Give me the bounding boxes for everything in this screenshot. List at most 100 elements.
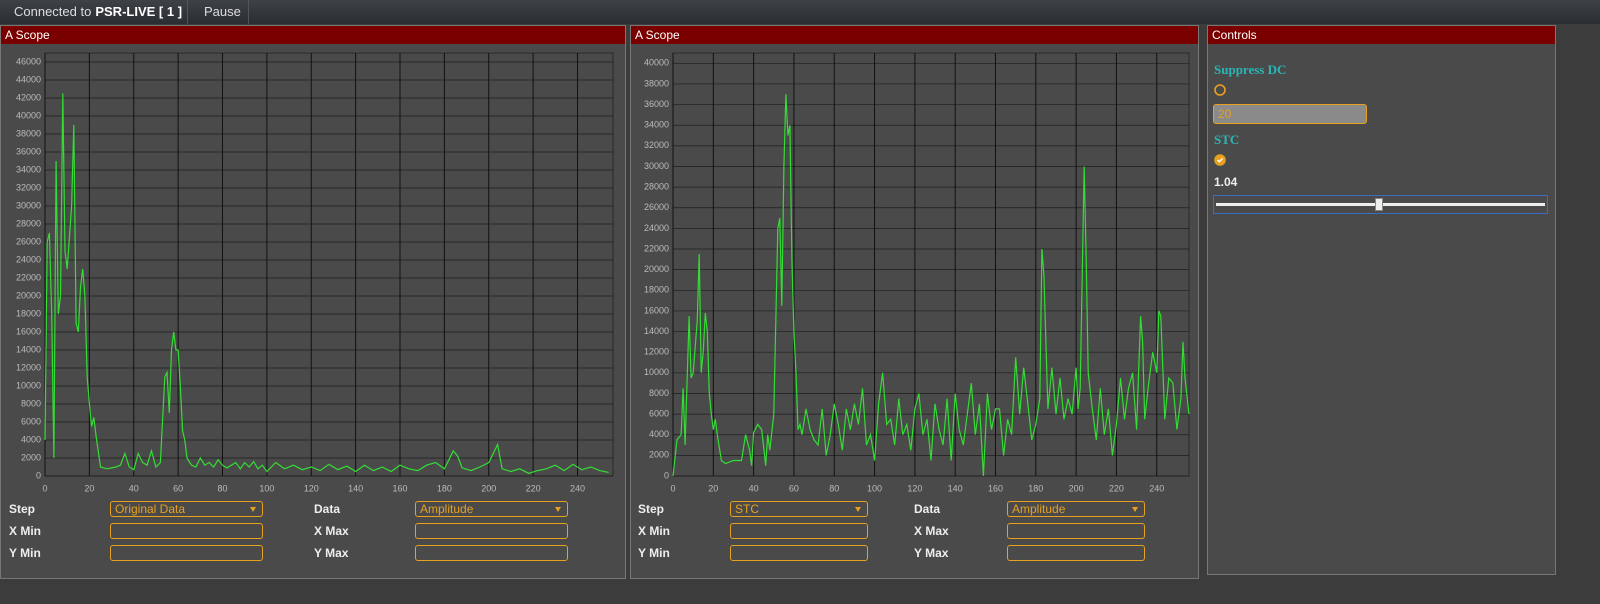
text-input[interactable] — [110, 545, 263, 561]
y-tick-label: 40000 — [16, 110, 41, 120]
select[interactable]: Original Data — [110, 501, 263, 517]
x-tick-label: 20 — [708, 483, 718, 493]
text-input[interactable] — [730, 523, 868, 539]
plot-area — [672, 52, 1190, 477]
y-tick-label: 12000 — [644, 347, 669, 357]
dropdown-arrow — [250, 507, 256, 512]
form-label: Y Min — [638, 546, 670, 560]
x-tick-label: 100 — [867, 483, 882, 493]
x-tick-label: 40 — [749, 483, 759, 493]
panel-title: Controls — [1208, 26, 1555, 44]
x-tick-label: 100 — [259, 483, 274, 493]
y-tick-label: 36000 — [644, 99, 669, 109]
form-label: Y Max — [314, 546, 349, 560]
y-tick-label: 26000 — [644, 202, 669, 212]
check-mark — [1217, 157, 1224, 163]
y-tick-label: 34000 — [644, 120, 669, 130]
form-label: X Min — [638, 524, 670, 538]
y-tick-label: 10000 — [644, 367, 669, 377]
separator — [248, 0, 249, 24]
panel-title: A Scope — [631, 26, 1198, 44]
form-label: Y Max — [914, 546, 949, 560]
x-tick-label: 60 — [173, 483, 183, 493]
toggle-circle — [1214, 154, 1226, 166]
x-tick-label: 200 — [1069, 483, 1084, 493]
y-tick-label: 42000 — [16, 92, 41, 102]
y-tick-label: 32000 — [644, 140, 669, 150]
suppress-dc-input[interactable]: 20 — [1213, 104, 1367, 124]
x-tick-label: 20 — [84, 483, 94, 493]
x-tick-label: 140 — [348, 483, 363, 493]
y-tick-label: 8000 — [649, 388, 669, 398]
stc-value: 1.04 — [1214, 175, 1238, 189]
text-input[interactable] — [1007, 545, 1145, 561]
x-tick-label: 160 — [392, 483, 407, 493]
scope-panel: A Scope 0 2000 4000 6000 8000 10000 12000 14000… — [0, 25, 626, 579]
data-line — [672, 94, 1190, 477]
form-label: X Min — [9, 524, 41, 538]
suppress-dc-label: Suppress DC — [1214, 62, 1287, 77]
status-prefix: Connected to — [14, 4, 92, 19]
text-input[interactable] — [415, 545, 568, 561]
y-tick-label: 30000 — [644, 161, 669, 171]
form-label: X Max — [914, 524, 949, 538]
form-label: Y Min — [9, 546, 41, 560]
y-tick-label: 2000 — [649, 450, 669, 460]
form-label: Step — [9, 502, 36, 516]
suppress-dc-toggle[interactable] — [1213, 83, 1227, 97]
y-tick-label: 26000 — [16, 236, 41, 246]
stc-slider[interactable] — [1213, 195, 1548, 214]
y-tick-label: 46000 — [16, 56, 41, 66]
select[interactable]: Amplitude — [1007, 501, 1145, 517]
text-input[interactable] — [1007, 523, 1145, 539]
status-target: PSR-LIVE [ 1 ] — [95, 4, 183, 19]
y-tick-label: 34000 — [16, 164, 41, 174]
text-input[interactable] — [730, 545, 868, 561]
y-tick-label: 4000 — [649, 429, 669, 439]
x-tick-label: 80 — [217, 483, 227, 493]
y-tick-label: 20000 — [16, 290, 41, 300]
x-tick-label: 0 — [670, 483, 675, 493]
y-tick-label: 0 — [664, 470, 669, 480]
text-input[interactable] — [415, 523, 568, 539]
form-label: Step — [638, 502, 665, 516]
y-tick-label: 22000 — [644, 243, 669, 253]
y-tick-label: 24000 — [644, 223, 669, 233]
x-tick-label: 80 — [829, 483, 839, 493]
x-tick-label: 160 — [988, 483, 1003, 493]
connection-status: Connected to PSR-LIVE [ 1 ] — [14, 4, 182, 19]
toolbar: Connected to PSR-LIVE [ 1 ] Pause — [0, 0, 1600, 24]
x-tick-label: 180 — [437, 483, 452, 493]
y-tick-label: 6000 — [649, 408, 669, 418]
y-tick-label: 12000 — [16, 362, 41, 372]
y-tick-label: 18000 — [16, 308, 41, 318]
y-tick-label: 38000 — [644, 78, 669, 88]
y-tick-label: 28000 — [644, 181, 669, 191]
y-tick-label: 22000 — [16, 272, 41, 282]
plot-area — [44, 52, 614, 477]
x-tick-label: 0 — [42, 483, 47, 493]
text-input[interactable] — [110, 523, 263, 539]
select[interactable]: Amplitude — [415, 501, 568, 517]
x-tick-label: 120 — [907, 483, 922, 493]
pause-button[interactable]: Pause — [204, 4, 241, 19]
y-tick-label: 40000 — [644, 58, 669, 68]
y-tick-label: 38000 — [16, 128, 41, 138]
select[interactable]: STC — [730, 501, 868, 517]
slider-thumb[interactable] — [1375, 198, 1383, 211]
form-label: X Max — [314, 524, 349, 538]
panel-title: A Scope — [1, 26, 625, 44]
toggle-circle — [1214, 84, 1226, 96]
dropdown-arrow — [855, 507, 861, 512]
data-line — [44, 93, 609, 474]
x-tick-label: 220 — [1109, 483, 1124, 493]
stc-toggle[interactable] — [1213, 153, 1227, 167]
x-tick-label: 240 — [1149, 483, 1164, 493]
y-tick-label: 0 — [36, 470, 41, 480]
x-tick-label: 140 — [948, 483, 963, 493]
x-tick-label: 40 — [129, 483, 139, 493]
y-tick-label: 32000 — [16, 182, 41, 192]
y-tick-label: 4000 — [21, 434, 41, 444]
x-tick-label: 200 — [481, 483, 496, 493]
